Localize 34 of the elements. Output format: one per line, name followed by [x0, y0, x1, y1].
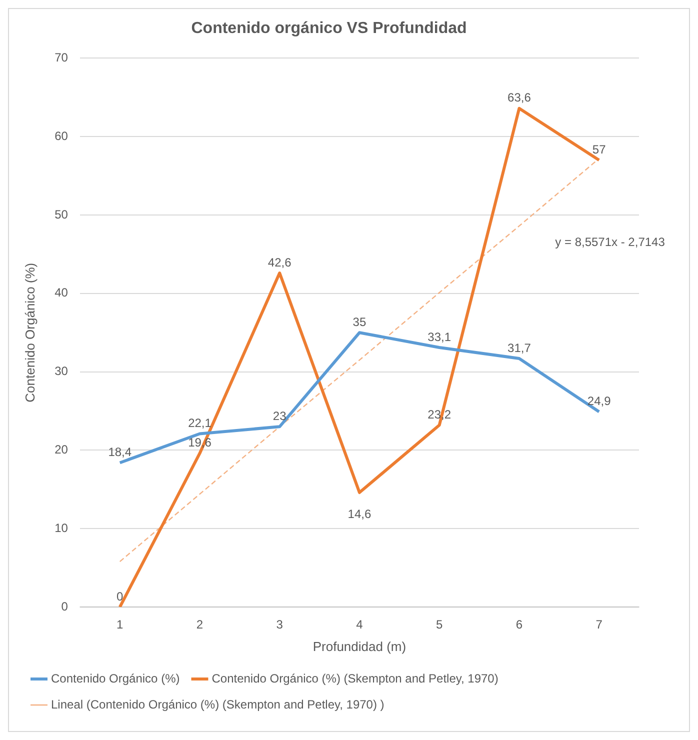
x-tick-label: 2 [196, 618, 204, 632]
data-label: 33,1 [428, 330, 452, 344]
legend-label: Contenido Orgánico (%) [51, 671, 180, 686]
annotation: y = 8,5571x - 2,7143 [555, 234, 666, 249]
x-tick-label: 5 [436, 618, 443, 632]
data-label: 57 [592, 142, 606, 156]
data-label: 14,6 [348, 506, 372, 521]
x-tick-label: 4 [356, 618, 364, 632]
data-label: 31,7 [508, 340, 532, 355]
data-label: 24,9 [587, 394, 612, 408]
legend-label: Contenido Orgánico (%) (Skempton and Petley, 1970) [212, 671, 498, 686]
y-tick-label: 60 [54, 128, 68, 143]
y-axis-title: Contenido Orgánico (%) [22, 262, 38, 402]
legend-label: Lineal (Contenido Orgánico (%) (Skempton and Petley, 1970) ) [51, 697, 384, 712]
y-tick-label: 50 [54, 207, 68, 222]
data-label: 63,6 [508, 90, 532, 105]
x-axis-title: Profundidad (m) [312, 638, 406, 654]
y-tick-label: 30 [54, 364, 68, 378]
y-tick-label: 70 [54, 50, 68, 65]
y-tick-label: 0 [61, 599, 68, 614]
y-tick-label: 20 [54, 442, 68, 457]
data-label: 42,6 [268, 255, 292, 270]
data-label: 35 [352, 314, 366, 329]
y-tick-label: 40 [54, 286, 68, 300]
x-tick-label: 7 [596, 618, 603, 632]
x-tick-label: 1 [116, 618, 124, 632]
x-tick-label: 6 [516, 618, 523, 632]
data-label: 0 [116, 589, 124, 604]
data-label: 22,1 [188, 416, 212, 430]
data-label: 18,4 [108, 445, 132, 460]
data-label: 23 [272, 408, 287, 423]
chart-title: Contenido orgánico VS Profundidad [191, 20, 467, 38]
y-tick-label: 10 [54, 520, 68, 535]
x-tick-label: 3 [276, 618, 284, 632]
